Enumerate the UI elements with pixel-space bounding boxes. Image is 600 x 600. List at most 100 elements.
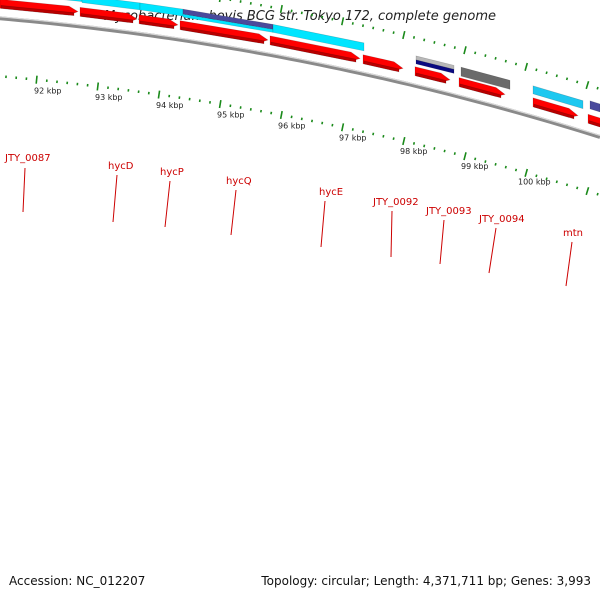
cds-shadow <box>0 5 75 16</box>
minor-tick <box>331 123 334 127</box>
backbone-line <box>0 16 600 139</box>
major-tick <box>96 82 100 91</box>
minor-tick <box>443 43 446 47</box>
gene-label: hycD <box>108 161 134 172</box>
kbp-label: 97 kbp <box>339 134 367 143</box>
gene-features <box>0 0 600 128</box>
kbp-label: 94 kbp <box>156 101 184 110</box>
cds-shadow <box>139 20 175 30</box>
minor-tick <box>484 160 487 164</box>
minor-tick <box>504 59 507 63</box>
label-leader-line <box>565 241 573 287</box>
minor-tick <box>474 157 477 161</box>
minor-tick <box>321 15 324 19</box>
major-tick <box>463 46 467 55</box>
minor-tick <box>565 77 569 81</box>
major-tick <box>218 100 222 109</box>
gray-block <box>415 55 455 70</box>
minor-tick <box>453 46 456 49</box>
minor-tick <box>514 168 518 172</box>
backbone-highlight <box>0 16 600 137</box>
kbp-label: 92 kbp <box>34 86 62 95</box>
gene-label: mtn <box>563 228 583 239</box>
accession-text: Accession: NC_012207 <box>9 574 146 588</box>
minor-tick <box>535 68 538 72</box>
kbp-label: 93 kbp <box>95 93 123 102</box>
cyan-block <box>272 24 365 52</box>
cds-shadow <box>415 72 447 84</box>
major-tick <box>340 17 345 26</box>
minor-tick <box>351 22 354 25</box>
minor-tick <box>433 41 436 44</box>
cds-shadow <box>180 26 265 45</box>
minor-tick <box>423 38 426 42</box>
lower-scale-ticks <box>5 75 599 196</box>
minor-tick <box>382 134 385 138</box>
minor-tick <box>361 130 365 134</box>
minor-tick <box>392 31 395 35</box>
minor-tick <box>555 180 558 184</box>
cyan-block <box>139 2 184 17</box>
minor-tick <box>514 62 518 66</box>
label-leader-line <box>22 167 26 213</box>
purple-block <box>589 100 600 113</box>
minor-tick <box>321 121 324 125</box>
label-leader-line <box>439 219 445 265</box>
upper-scale-ticks <box>218 0 599 90</box>
genome-summary-text: Topology: circular; Length: 4,371,711 bp… <box>261 574 591 588</box>
major-tick <box>279 110 283 120</box>
major-tick <box>585 186 590 196</box>
label-leader-line <box>164 180 171 228</box>
major-tick <box>35 75 38 84</box>
genome-backbone <box>0 16 600 139</box>
minor-tick <box>372 26 375 30</box>
kbp-label: 95 kbp <box>217 111 245 120</box>
gene-labels: JTY_0087 hycD hycP hycQ hycE JTY_0092 JTY_0093… <box>4 153 583 239</box>
major-tick <box>524 62 529 71</box>
major-tick <box>463 152 467 161</box>
cds-shadow <box>80 13 134 24</box>
minor-tick <box>372 132 375 136</box>
minor-tick <box>535 174 538 178</box>
major-tick <box>157 90 161 99</box>
cds-shadow <box>459 83 502 99</box>
minor-tick <box>382 28 385 32</box>
major-tick <box>402 136 406 146</box>
label-leader-line <box>112 174 118 223</box>
minor-tick <box>596 192 599 196</box>
cds-shadow <box>270 41 357 63</box>
minor-tick <box>423 144 426 148</box>
minor-tick <box>484 54 487 58</box>
minor-tick <box>331 17 334 21</box>
gene-label: JTY_0087 <box>4 153 51 164</box>
kbp-label: 96 kbp <box>278 121 306 130</box>
gene-label: JTY_0092 <box>372 197 419 208</box>
gray-block <box>460 66 511 90</box>
kbp-scale-labels: 92 kbp 93 kbp 94 kbp 95 kbp 96 kbp 97 kbp 98 k… <box>34 86 551 186</box>
minor-tick <box>504 165 507 169</box>
gene-label: hycQ <box>226 176 252 187</box>
major-tick <box>279 4 283 14</box>
minor-tick <box>392 137 395 141</box>
minor-tick <box>453 152 456 155</box>
label-leader-line <box>230 189 237 236</box>
minor-tick <box>555 74 558 78</box>
gene-label: JTY_0093 <box>425 206 472 217</box>
cds-shadow <box>363 60 400 73</box>
minor-tick <box>545 71 548 75</box>
blue-block <box>532 85 584 110</box>
gene-label: hycP <box>160 167 184 178</box>
navy-block <box>415 59 455 74</box>
gene-label: JTY_0094 <box>478 214 525 225</box>
gene-label-lines <box>22 167 573 287</box>
minor-tick <box>494 56 497 60</box>
major-tick <box>585 80 590 90</box>
minor-tick <box>361 24 365 28</box>
gene-label: hycE <box>319 187 343 198</box>
minor-tick <box>474 51 477 55</box>
major-tick <box>218 0 222 3</box>
label-leader-line <box>488 227 497 274</box>
label-leader-line <box>390 210 393 258</box>
